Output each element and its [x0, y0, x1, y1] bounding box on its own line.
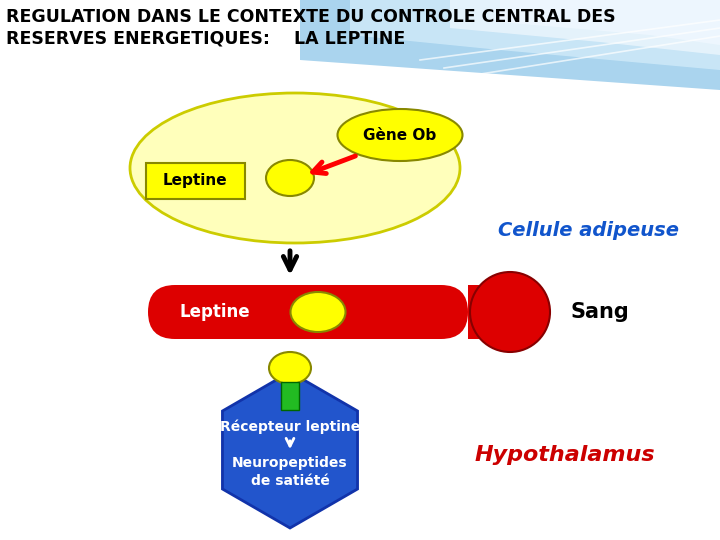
Polygon shape — [468, 285, 515, 339]
Polygon shape — [450, 0, 720, 55]
Polygon shape — [300, 0, 720, 90]
Polygon shape — [222, 372, 358, 528]
Polygon shape — [350, 0, 720, 70]
Text: RESERVES ENERGETIQUES:    LA LEPTINE: RESERVES ENERGETIQUES: LA LEPTINE — [6, 30, 405, 48]
Circle shape — [470, 272, 550, 352]
Text: Récepteur leptine: Récepteur leptine — [220, 420, 360, 434]
Ellipse shape — [269, 352, 311, 384]
Ellipse shape — [338, 109, 462, 161]
Text: Hypothalamus: Hypothalamus — [474, 445, 655, 465]
Polygon shape — [500, 0, 720, 45]
FancyBboxPatch shape — [146, 163, 245, 199]
Text: Sang: Sang — [571, 302, 629, 322]
FancyBboxPatch shape — [148, 285, 468, 339]
Ellipse shape — [130, 93, 460, 243]
Ellipse shape — [266, 160, 314, 196]
Ellipse shape — [290, 292, 346, 332]
Text: Leptine: Leptine — [180, 303, 251, 321]
Text: Cellule adipeuse: Cellule adipeuse — [498, 220, 678, 240]
Text: Gène Ob: Gène Ob — [364, 127, 436, 143]
Text: Leptine: Leptine — [163, 173, 228, 188]
Text: REGULATION DANS LE CONTEXTE DU CONTROLE CENTRAL DES: REGULATION DANS LE CONTEXTE DU CONTROLE … — [6, 8, 616, 26]
FancyBboxPatch shape — [281, 382, 299, 410]
Text: Neuropeptides
de satiété: Neuropeptides de satiété — [232, 456, 348, 488]
